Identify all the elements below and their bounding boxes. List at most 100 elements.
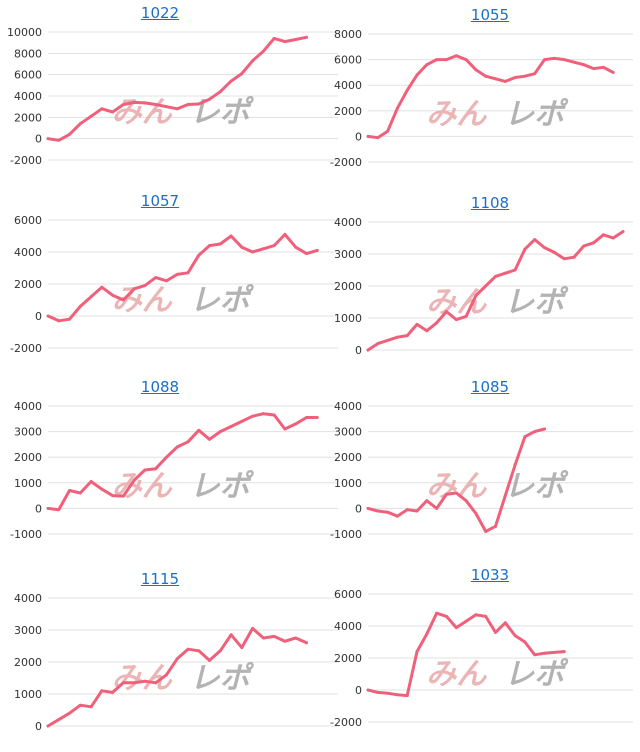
y-tick-label: 4000 [14,592,42,605]
data-point [218,90,222,94]
data-point [464,499,468,503]
data-point [218,430,222,434]
y-tick-label: 4000 [334,79,362,92]
y-tick-label: 0 [35,502,42,515]
watermark-logo-part1: みん [426,469,487,504]
data-point [454,626,458,630]
data-point [111,690,115,694]
chart-panel-1033: 1033 -2000 0 2000 4000 6000 みん レポ [330,562,640,748]
data-point [143,101,147,105]
data-point [543,246,547,250]
y-tick-label: 6000 [334,54,362,67]
data-point [405,88,409,92]
y-tick-label: 3000 [334,426,362,439]
data-point [454,318,458,322]
data-point [218,242,222,246]
data-point [415,322,419,326]
line-chart: -1000 0 1000 2000 3000 4000 みん レポ [330,400,633,541]
data-point [484,614,488,618]
y-tick-label: 2000 [14,451,42,464]
data-point [197,649,201,653]
y-tick-label: 0 [355,502,362,515]
chart-panel-1022: 1022 -2000 0 2000 4000 6000 8000 10000 みん レポ [0,0,338,186]
data-point [294,422,298,426]
chart-title-link[interactable]: 1085 [470,378,510,396]
chart-title-link[interactable]: 1055 [470,6,510,24]
y-tick-label: 1000 [14,477,42,490]
data-point [111,293,115,297]
chart-title-link[interactable]: 1057 [140,192,180,210]
chart-panel-1055: 1055 -2000 0 2000 4000 6000 8000 みん レポ [330,2,640,188]
data-point [186,103,190,107]
data-point [229,79,233,83]
y-tick-label: 8000 [14,47,42,60]
data-point [111,494,115,498]
data-point [46,137,50,141]
data-point [533,72,537,76]
data-point [601,65,605,69]
data-point [572,255,576,259]
y-tick-label: 0 [35,133,42,146]
data-point [57,138,61,142]
data-point [197,253,201,257]
chart-title-link[interactable]: 1022 [140,4,180,22]
data-point [208,658,212,662]
series-line [46,35,308,142]
data-point [294,37,298,41]
data-point [513,268,517,272]
data-point [611,236,615,240]
y-tick-label: 3000 [334,248,362,261]
y-tick-label: 2000 [334,280,362,293]
y-tick-label: -2000 [10,154,42,167]
data-point [523,435,527,439]
series-line [46,626,308,728]
chart-title-link[interactable]: 1108 [470,194,510,212]
data-point [100,689,104,693]
chart-title-link[interactable]: 1088 [140,378,180,396]
data-point [197,428,201,432]
data-point [533,653,537,657]
data-point [513,463,517,467]
y-tick-label: 0 [35,310,42,323]
y-tick-label: 1000 [334,312,362,325]
data-point [395,335,399,339]
data-point [513,634,517,638]
data-point [611,70,615,74]
data-point [425,632,429,636]
y-tick-label: 2000 [14,656,42,669]
data-point [272,413,276,417]
data-point [121,298,125,302]
data-point [376,342,380,346]
chart-title-link[interactable]: 1033 [470,566,510,584]
watermark-logo-part2: レポ [504,97,569,132]
watermark-logo-part1: みん [426,285,487,320]
line-chart: -2000 0 2000 4000 6000 8000 10000 みん レポ [7,26,338,167]
y-tick-label: 2000 [14,278,42,291]
data-point [261,412,265,416]
y-tick-label: 6000 [14,69,42,82]
data-point [562,58,566,62]
data-point [164,673,168,677]
data-point [186,440,190,444]
data-point [376,690,380,694]
data-point [283,40,287,44]
data-point [582,63,586,67]
data-point [435,611,439,615]
data-point [229,633,233,637]
data-point [315,248,319,252]
watermark-logo-part1: みん [426,657,487,692]
data-point [513,76,517,80]
data-point [503,621,507,625]
y-tick-label: 4000 [14,246,42,259]
data-point [533,430,537,434]
y-tick-label: 4000 [14,400,42,413]
chart-panel-1108: 1108 0 1000 2000 3000 4000 みん レポ [330,190,640,376]
data-point [89,705,93,709]
data-point [175,272,179,276]
chart-panel-1057: 1057 -2000 0 2000 4000 6000 みん レポ [0,188,338,374]
data-point [143,679,147,683]
data-point [251,626,255,630]
chart-title-link[interactable]: 1115 [140,570,180,588]
data-point [175,107,179,111]
